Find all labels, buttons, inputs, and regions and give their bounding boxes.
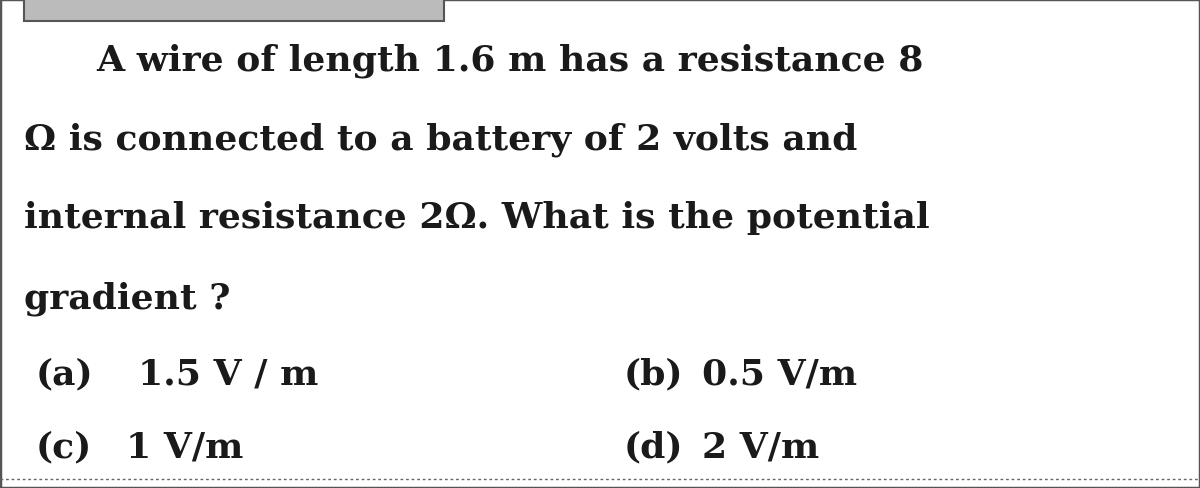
Text: 1.5 V / m: 1.5 V / m <box>138 356 318 390</box>
Text: 2 V/m: 2 V/m <box>702 429 820 464</box>
Text: 1 V/m: 1 V/m <box>126 429 244 464</box>
FancyBboxPatch shape <box>24 0 444 22</box>
Text: (d): (d) <box>624 429 684 464</box>
Text: Ω is connected to a battery of 2 volts and: Ω is connected to a battery of 2 volts a… <box>24 122 857 156</box>
Text: A wire of length 1.6 m has a resistance 8: A wire of length 1.6 m has a resistance … <box>96 44 923 78</box>
Text: (b): (b) <box>624 356 684 390</box>
Text: 0.5 V/m: 0.5 V/m <box>702 356 857 390</box>
Text: (c): (c) <box>36 429 92 464</box>
Text: internal resistance 2Ω. What is the potential: internal resistance 2Ω. What is the pote… <box>24 200 930 234</box>
Text: gradient ?: gradient ? <box>24 281 230 315</box>
Text: (a): (a) <box>36 356 94 390</box>
